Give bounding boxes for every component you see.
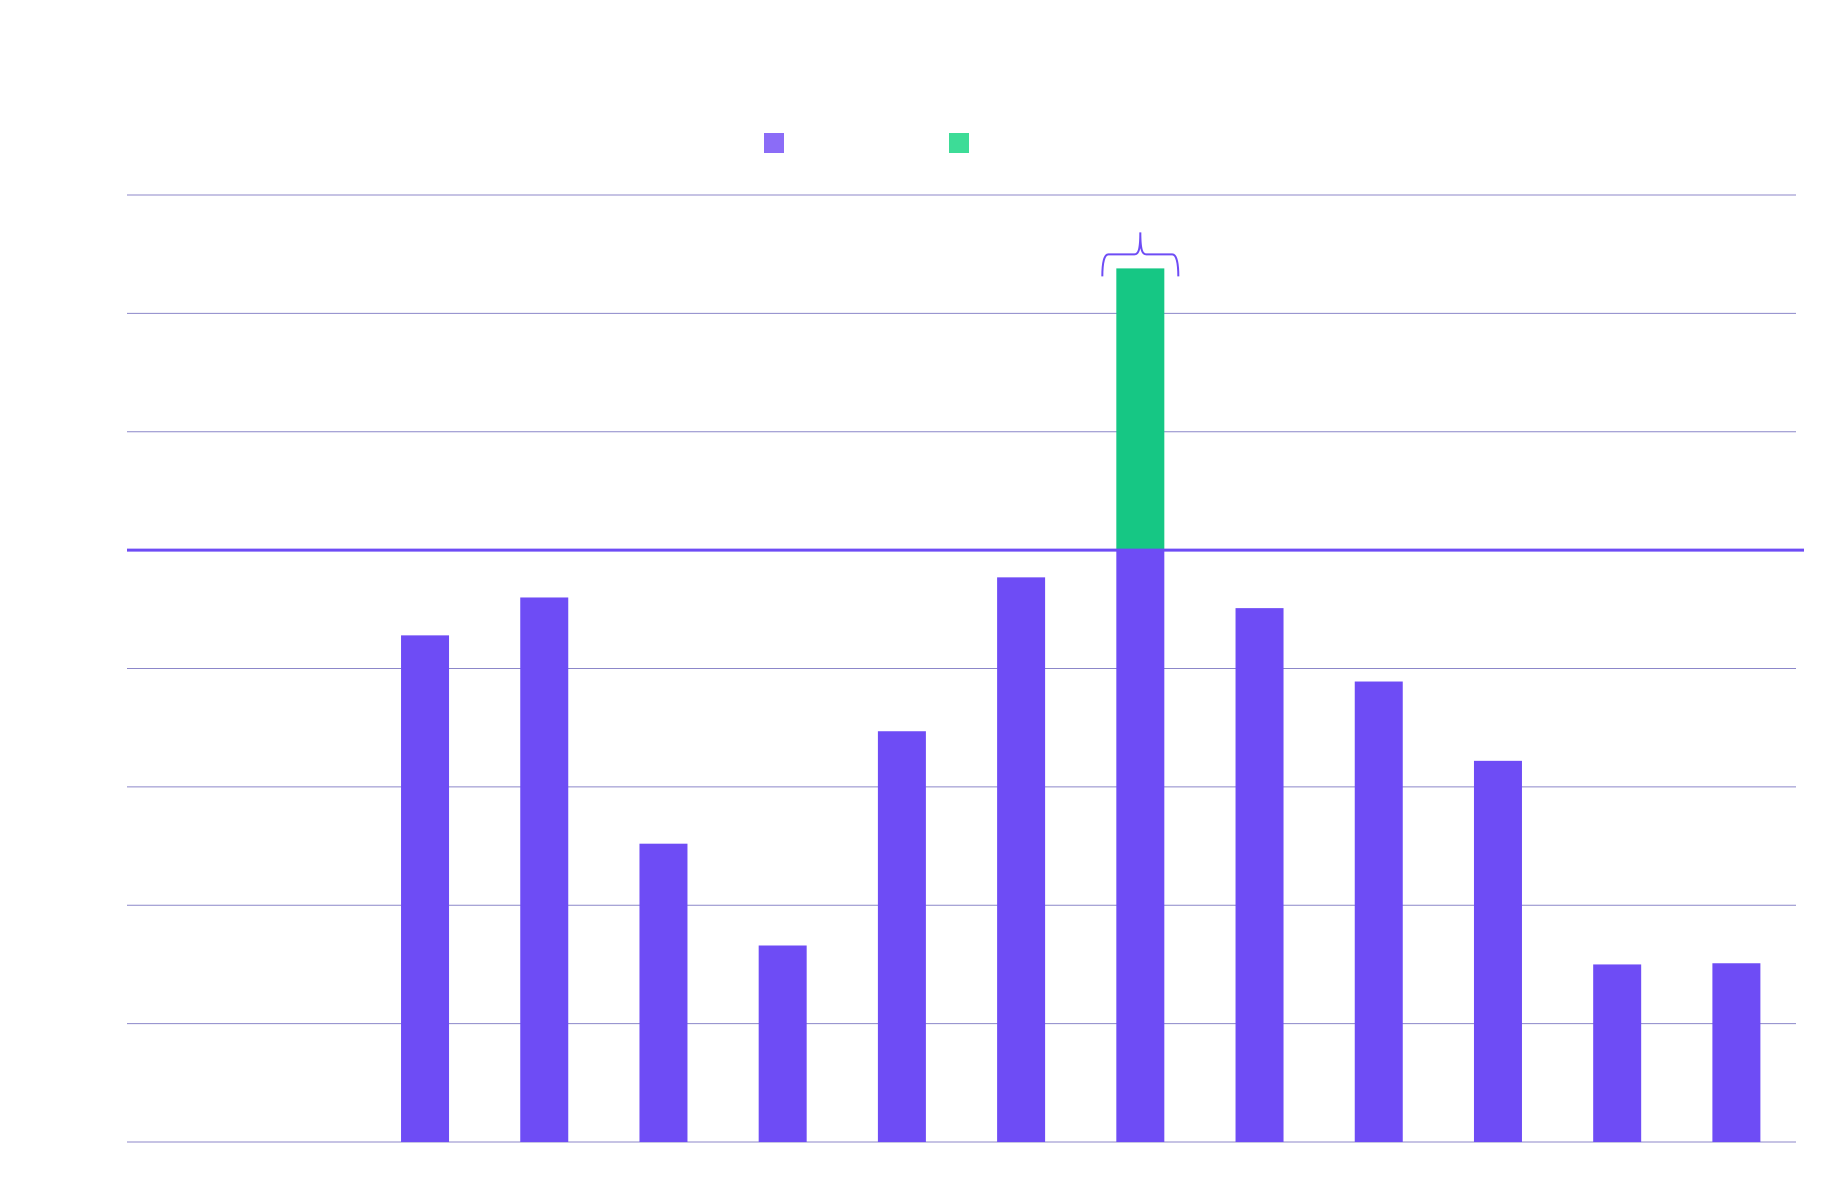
overlay (127, 232, 1804, 552)
bar-series-1-10 (1235, 608, 1284, 1142)
bar-series-1-12 (1473, 760, 1522, 1142)
bar-series-1-4 (520, 597, 569, 1142)
bar-series-1-3 (401, 635, 450, 1142)
bars (401, 268, 1761, 1142)
bar-series-1-11 (1354, 681, 1403, 1142)
bar-series-1-6 (758, 945, 807, 1142)
legend (764, 133, 969, 153)
bar-series-1-7 (877, 731, 926, 1142)
bar-series-1-5 (639, 843, 688, 1142)
legend-swatch-1 (764, 133, 784, 153)
bar-series-1-8 (997, 577, 1046, 1142)
legend-swatch-2 (949, 133, 969, 153)
brace-annotation (1101, 232, 1180, 277)
bar-series-1-9 (1116, 550, 1165, 1142)
grid-lines (127, 194, 1796, 1143)
bar-series-1-13 (1593, 964, 1642, 1142)
bar-series-1-14 (1712, 963, 1761, 1142)
bar-series-2-9 (1116, 268, 1165, 551)
